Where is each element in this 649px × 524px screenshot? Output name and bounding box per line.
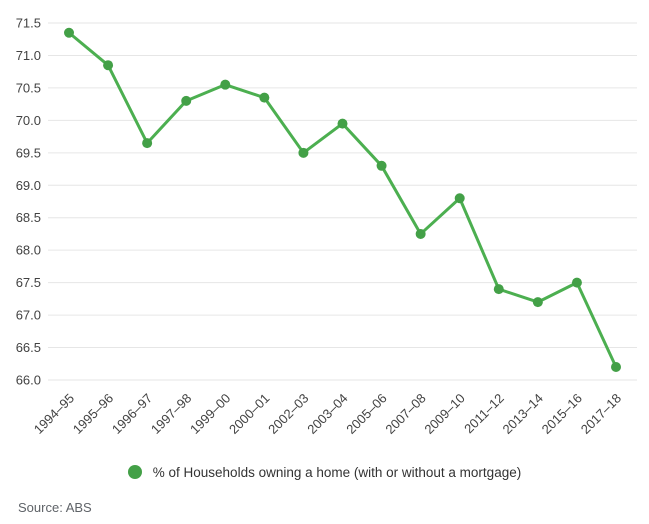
data-point[interactable] — [532, 297, 543, 308]
legend: % of Households owning a home (with or w… — [0, 458, 649, 486]
y-tick-label: 71.0 — [16, 48, 41, 63]
y-tick-label: 69.5 — [16, 145, 41, 160]
y-tick-label: 70.0 — [16, 113, 41, 128]
data-point[interactable] — [376, 160, 387, 171]
x-tick-label: 2007–08 — [382, 391, 428, 437]
data-point[interactable] — [571, 277, 582, 288]
x-tick-label: 2013–14 — [500, 391, 546, 437]
data-point[interactable] — [611, 362, 621, 373]
y-tick-label: 69.0 — [16, 178, 41, 193]
data-point[interactable] — [64, 27, 74, 38]
legend-circle-icon — [127, 465, 142, 479]
x-tick-label: 2002–03 — [265, 391, 311, 437]
data-point[interactable] — [220, 79, 231, 90]
data-point[interactable] — [181, 95, 192, 106]
y-tick-label: 70.5 — [16, 80, 41, 95]
x-tick-label: 2017–18 — [578, 391, 624, 437]
legend-label: % of Households owning a home (with or w… — [152, 464, 522, 480]
x-tick-label: 1997–98 — [148, 391, 194, 437]
data-point[interactable] — [259, 92, 270, 103]
y-tick-label: 68.5 — [16, 210, 41, 225]
x-tick-label: 2000–01 — [226, 391, 272, 437]
series-line — [67, 31, 618, 369]
chart-canvas[interactable]: 71.5 71.0 70.5 70.0 69.5 69.0 68.5 68.0 67.5 67.0… — [0, 0, 649, 452]
y-tick-label: 67.5 — [16, 275, 41, 290]
x-tick-label: 1996–97 — [109, 391, 155, 437]
x-tick-label: 2011–12 — [461, 391, 507, 437]
data-point[interactable] — [415, 228, 426, 239]
x-tick-label: 1995–96 — [70, 391, 116, 437]
y-tick-label: 71.5 — [16, 16, 41, 31]
y-tick-label: 67.0 — [16, 308, 41, 323]
data-point[interactable] — [142, 138, 153, 149]
data-point[interactable] — [454, 193, 465, 204]
y-tick-label: 68.0 — [16, 243, 41, 258]
x-tick-label: 1999–00 — [187, 391, 233, 437]
x-tick-label: 2005–06 — [343, 391, 389, 437]
data-point[interactable] — [103, 60, 114, 71]
source-note: Source: ABS — [18, 500, 92, 515]
x-tick-label: 2009–10 — [421, 391, 467, 437]
y-tick-label: 66.5 — [16, 340, 41, 355]
data-point[interactable] — [493, 284, 504, 295]
x-tick-label: 2015–16 — [539, 391, 585, 437]
x-tick-label: 1994–95 — [31, 391, 77, 437]
y-tick-label: 66.0 — [16, 373, 41, 388]
data-point[interactable] — [337, 118, 348, 129]
x-tick-label: 2003–04 — [304, 391, 350, 437]
data-point[interactable] — [298, 147, 309, 158]
